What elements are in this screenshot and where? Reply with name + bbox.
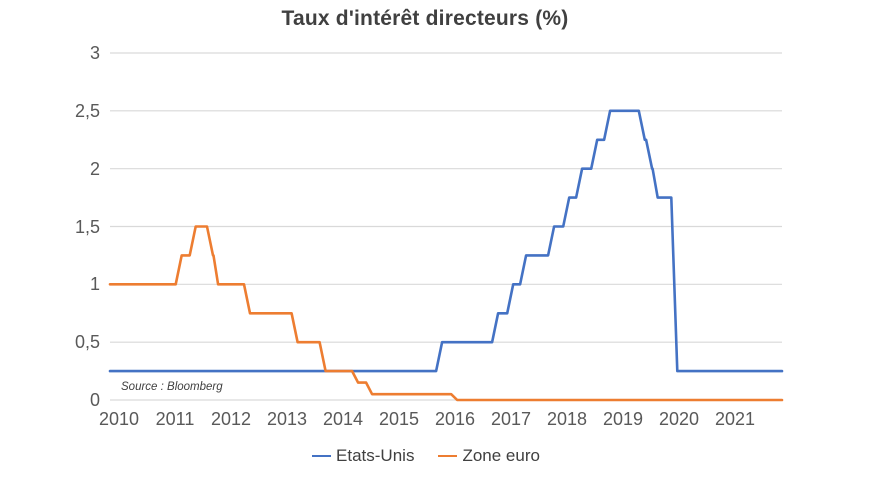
- series-line-etats-unis: [108, 109, 784, 373]
- x-axis-label-2020: 2020: [658, 409, 700, 429]
- legend: Etats-Unis Zone euro: [0, 446, 852, 466]
- legend-label-zone-euro: Zone euro: [462, 446, 540, 465]
- x-axis-label-2012: 2012: [210, 409, 252, 429]
- legend-swatch-zone-euro-icon: [438, 454, 458, 458]
- y-axis-label-0,5: 0,5: [74, 332, 100, 353]
- x-axis-label-2021: 2021: [714, 409, 756, 429]
- legend-label-etats-unis: Etats-Unis: [336, 446, 415, 465]
- x-axis-label-2013: 2013: [266, 409, 308, 429]
- y-axis-label-2,5: 2,5: [74, 100, 100, 121]
- x-axis-label-2014: 2014: [322, 409, 364, 429]
- x-axis-label-2019: 2019: [602, 409, 644, 429]
- legend-item-zone-euro: Zone euro: [438, 446, 540, 466]
- y-axis-label-0: 0: [89, 390, 100, 410]
- x-axis-label-2015: 2015: [378, 409, 420, 429]
- series-line-zone-euro: [108, 225, 784, 402]
- y-axis-label-1: 1: [89, 274, 100, 295]
- x-axis-label-2010: 2010: [98, 409, 140, 429]
- x-axis-label-2011: 2011: [155, 409, 195, 429]
- chart-title: Taux d'intérêt directeurs (%): [281, 7, 569, 30]
- legend-swatch-etats-unis-icon: [312, 454, 332, 458]
- x-axis-label-2018: 2018: [546, 409, 588, 429]
- x-axis-label-2016: 2016: [434, 409, 476, 429]
- source-note: Source : Bloomberg: [121, 381, 223, 393]
- y-axis-label-2: 2: [89, 158, 100, 179]
- legend-item-etats-unis: Etats-Unis: [312, 446, 414, 466]
- y-axis-label-3: 3: [89, 43, 100, 63]
- y-axis-label-1,5: 1,5: [74, 216, 100, 237]
- x-axis-label-2017: 2017: [490, 409, 532, 429]
